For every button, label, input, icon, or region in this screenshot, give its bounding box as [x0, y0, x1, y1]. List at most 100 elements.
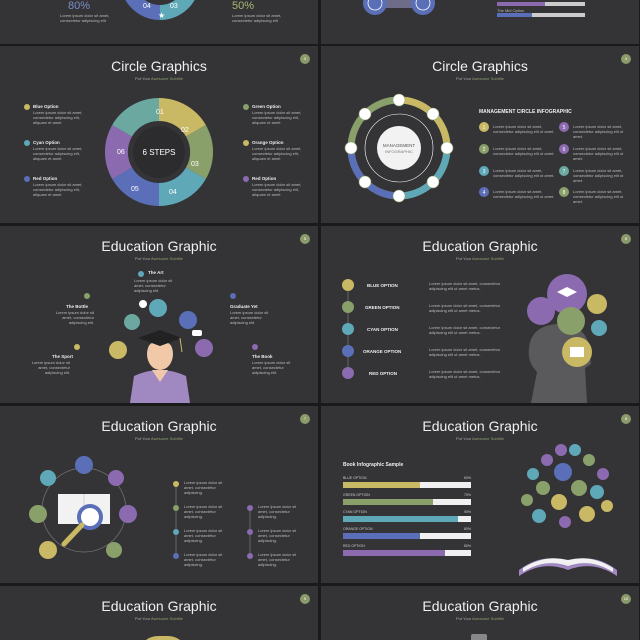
seg-01: 01: [156, 109, 164, 116]
slide-4-circle-graphics[interactable]: Circle Graphics Put Your Awesome Subtitl…: [321, 46, 639, 223]
label-body: Lorem ipsum dolor sit amet, consectetur …: [230, 310, 269, 325]
svg-text:5: 5: [563, 125, 566, 131]
bar-fill: [343, 516, 459, 522]
item-body: Lorem ipsum dolor sit amet, consectetur …: [493, 189, 555, 199]
bar-fill: [343, 482, 420, 488]
bar-row: ORANGE OPTION 60%: [343, 527, 471, 544]
step-body: Lorem ipsum dolor sit amet, consectetur …: [184, 504, 223, 519]
book-magnifier-ring: [29, 456, 137, 559]
svg-text:4: 4: [483, 190, 486, 196]
item-body: Lorem ipsum dolor sit amet, consectetur …: [493, 168, 555, 178]
bar-row: BLUE OPTION 60%: [343, 476, 471, 493]
segment-04: 04: [143, 3, 151, 10]
badge-3: [230, 293, 236, 299]
steps-timeline-right: [247, 505, 253, 559]
item-body: Lorem ipsum dolor sit amet, consectetur …: [573, 124, 624, 139]
slide-9-education-graphic-partial[interactable]: Education Graphic Put Your Awesome Subti…: [0, 586, 318, 640]
seg-05: 05: [131, 186, 139, 193]
center-line-2: INFOGRAPHIC: [385, 149, 413, 154]
option-3: CYAN OPTION: [367, 327, 398, 332]
option-body: Lorem ipsum dolor sit amet, consectetur …: [429, 303, 501, 313]
option-body: Lorem ipsum dolor sit amet, consectetur …: [33, 182, 83, 197]
slide-6-education-graphic[interactable]: Education Graphic Put Your Awesome Subti…: [321, 226, 639, 403]
bar-track: [343, 499, 471, 505]
partial-graphic: [138, 636, 188, 640]
svg-text:6: 6: [563, 147, 566, 153]
bar-label: RED OPTION: [343, 544, 365, 548]
bar-fill: [343, 499, 433, 505]
label-the-art: The Art: [148, 270, 164, 275]
option-2: GREEN OPTION: [365, 305, 400, 310]
item-body: Lorem ipsum dolor sit amet, consectetur …: [573, 189, 624, 204]
slide-5-education-graphic[interactable]: Education Graphic Put Your Awesome Subti…: [0, 226, 318, 403]
slide-subtitle: Put Your Awesome Subtitle: [456, 436, 504, 441]
svg-text:3: 3: [483, 169, 486, 175]
option-right-2: Orange Option: [252, 140, 284, 145]
bar-percent: 90%: [463, 510, 471, 514]
slide-2-partial[interactable]: The Mid Option: [321, 0, 639, 44]
progress-bar-list: BLUE OPTION 60% GREEN OPTION 70% CYAN OPTION…: [343, 476, 471, 561]
bar-track: [343, 550, 471, 556]
steps-timeline-left: [173, 481, 179, 559]
slide-title: Education Graphic: [422, 418, 538, 434]
label-the-bottle: The Bottle: [66, 304, 88, 309]
page-number: 10: [621, 594, 631, 604]
slide-8-education-graphic[interactable]: Education Graphic Put Your Awesome Subti…: [321, 406, 639, 583]
slide-subtitle: Put Your Awesome Subtitle: [456, 76, 504, 81]
item-body: Lorem ipsum dolor sit amet, consectetur …: [493, 146, 555, 156]
step-body: Lorem ipsum dolor sit amet, consectetur …: [184, 480, 223, 495]
slide-3-circle-graphics[interactable]: Circle Graphics Put Your Awesome Subtitl…: [0, 46, 318, 223]
center-label: 6 STEPS: [143, 148, 176, 157]
option-body: Lorem ipsum dolor sit amet, consectetur …: [252, 182, 302, 197]
segment-03: 03: [170, 3, 178, 10]
slide-10-education-graphic-partial[interactable]: Education Graphic Put Your Awesome Subti…: [321, 586, 639, 640]
page-number: 7: [300, 414, 310, 424]
option-body: Lorem ipsum dolor sit amet, consectetur …: [429, 347, 501, 357]
label-body: Lorem ipsum dolor sit amet, consectetur …: [31, 360, 70, 375]
partial-connector-graphic: [363, 0, 435, 15]
bar-label: GREEN OPTION: [343, 493, 370, 497]
star-icon: ★: [158, 11, 165, 20]
option-body: Lorem ipsum dolor sit amet, consectetur …: [252, 146, 302, 161]
option-body: Lorem ipsum dolor sit amet, consectetur …: [429, 281, 501, 291]
option-right-3: Red Option: [252, 176, 277, 181]
step-body: Lorem ipsum dolor sit amet, consectetur …: [184, 528, 223, 543]
step-body: Lorem ipsum dolor sit amet, consectetur …: [258, 528, 297, 543]
seg-04: 04: [169, 189, 177, 196]
option-left-1: Blue Option: [33, 104, 59, 109]
option-body: Lorem ipsum dolor sit amet, consectetur …: [429, 325, 501, 335]
partial-body-a: Lorem ipsum dolor sit amet, consectetur a…: [60, 13, 110, 23]
slide-title: Education Graphic: [422, 598, 538, 614]
option-5: RED OPTION: [369, 371, 398, 376]
bar-track: [343, 482, 471, 488]
bar-percent: 60%: [463, 476, 471, 480]
bar-fill: [343, 533, 420, 539]
slide-7-education-graphic[interactable]: Education Graphic Put Your Awesome Subti…: [0, 406, 318, 583]
item-body: Lorem ipsum dolor sit amet, consectetur …: [573, 146, 624, 161]
label-graduate-yet: Graduate Yet: [230, 304, 258, 309]
slide-subtitle: Put Your Awesome Subtitle: [135, 76, 183, 81]
bar-label: BLUE OPTION: [343, 476, 367, 480]
label-body: Lorem ipsum dolor sit amet, consectetur …: [252, 360, 291, 375]
page-number: 5: [300, 234, 310, 244]
option-left-2: Cyan Option: [33, 140, 60, 145]
slide-subtitle: Put Your Awesome Subtitle: [135, 256, 183, 261]
badge-1: [138, 271, 144, 277]
option-dot: [24, 104, 30, 110]
numbered-badges: 1 2 3 4 5 6 7 8: [479, 122, 569, 197]
badge-4: [74, 344, 80, 350]
page-number: 9: [300, 594, 310, 604]
slide-subtitle: Put Your Awesome Subtitle: [456, 616, 504, 621]
slide-1-partial[interactable]: 80% 50% 04 03 ★ Lorem ipsum dolor sit am…: [0, 0, 318, 44]
step-body: Lorem ipsum dolor sit amet, consectetur …: [184, 552, 223, 567]
bar-row: CYAN OPTION 90%: [343, 510, 471, 527]
slide-title: Education Graphic: [101, 598, 217, 614]
bar-label: ORANGE OPTION: [343, 527, 373, 531]
badge-5: [252, 344, 258, 350]
svg-text:7: 7: [563, 169, 566, 175]
label-body: Lorem ipsum dolor sit amet, consectetur …: [134, 278, 173, 293]
slide-subtitle: Put Your Awesome Subtitle: [135, 616, 183, 621]
option-dot: [243, 140, 249, 146]
open-book-ideas-illustration: [519, 444, 617, 576]
